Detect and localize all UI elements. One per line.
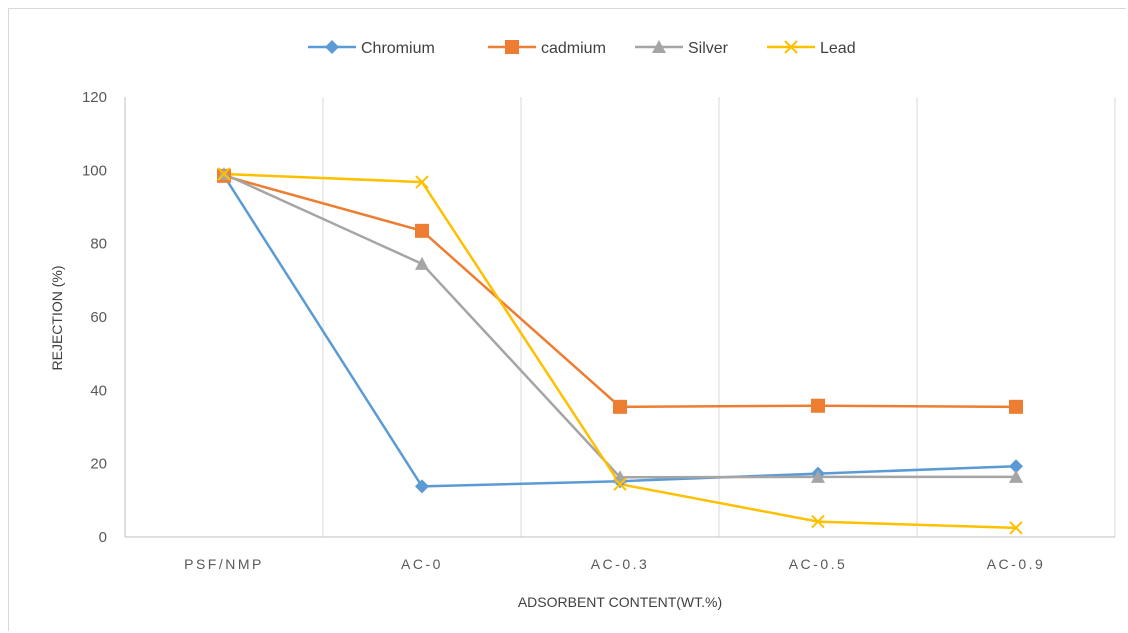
y-tick-label: 0 xyxy=(99,529,107,546)
chart-border xyxy=(8,8,1126,631)
marker-stroke xyxy=(415,175,429,189)
data-point-cadmium xyxy=(1009,399,1023,414)
y-tick-label: 60 xyxy=(90,309,107,326)
legend-item-lead: Lead xyxy=(767,40,856,57)
axes xyxy=(124,97,1115,538)
y-tick-labels: 0 20 40 60 80 100 120 xyxy=(82,89,107,546)
marker-stroke xyxy=(784,40,798,54)
series-line-silver xyxy=(223,172,1016,479)
y-tick-label: 40 xyxy=(90,382,107,399)
data-point-chromium xyxy=(1009,459,1023,474)
x-tick-label: PSF/NMP xyxy=(184,556,264,572)
data-point-silver xyxy=(1009,469,1023,483)
legend-marker-chromium xyxy=(325,40,339,54)
data-point-lead xyxy=(1009,521,1023,535)
data-point-cadmium xyxy=(811,398,825,413)
x-tick-label: AC-0 xyxy=(401,556,443,572)
legend-item-silver: Silver xyxy=(635,40,729,57)
data-point-silver xyxy=(415,256,429,270)
legend: Chromium cadmium Silver Lead xyxy=(308,40,856,57)
marker-stroke xyxy=(811,514,825,529)
y-tick-label: 20 xyxy=(90,456,107,473)
marker-stroke xyxy=(613,477,627,491)
legend-item-chromium: Chromium xyxy=(308,40,435,57)
x-tick-label: AC-0.9 xyxy=(987,556,1046,572)
x-axis-title: ADSORBENT CONTENT(WT.%) xyxy=(518,594,722,610)
x-tick-label: AC-0.5 xyxy=(789,556,848,572)
legend-marker-silver xyxy=(652,40,666,53)
marker-stroke xyxy=(1009,521,1023,535)
series-line-chromium xyxy=(222,175,1017,488)
series-line-cadmium xyxy=(223,174,1017,409)
legend-marker-cadmium xyxy=(505,40,519,54)
legend-label-chromium: Chromium xyxy=(361,40,435,57)
y-tick-label: 100 xyxy=(82,162,107,179)
data-point-lead xyxy=(811,514,825,529)
data-markers xyxy=(217,167,1023,535)
data-point-silver xyxy=(811,469,825,483)
grid-lines xyxy=(322,97,1116,537)
legend-label-lead: Lead xyxy=(820,40,856,57)
x-tick-label: AC-0.3 xyxy=(591,556,650,572)
legend-label-silver: Silver xyxy=(688,40,729,57)
data-point-lead xyxy=(217,167,231,181)
data-point-cadmium xyxy=(613,399,627,414)
legend-label-cadmium: cadmium xyxy=(541,40,606,57)
legend-marker-lead xyxy=(784,40,798,54)
data-point-cadmium xyxy=(415,223,429,238)
y-axis-title: REJECTION (%) xyxy=(49,266,65,371)
data-point-chromium xyxy=(415,479,429,494)
y-tick-label: 120 xyxy=(82,89,107,106)
marker-stroke xyxy=(217,167,231,181)
legend-item-cadmium: cadmium xyxy=(488,40,606,57)
x-tick-labels: PSF/NMP AC-0 AC-0.3 AC-0.5 AC-0.9 xyxy=(184,556,1046,572)
y-tick-label: 80 xyxy=(90,236,107,253)
data-point-lead xyxy=(415,175,429,189)
data-point-lead xyxy=(613,477,627,491)
